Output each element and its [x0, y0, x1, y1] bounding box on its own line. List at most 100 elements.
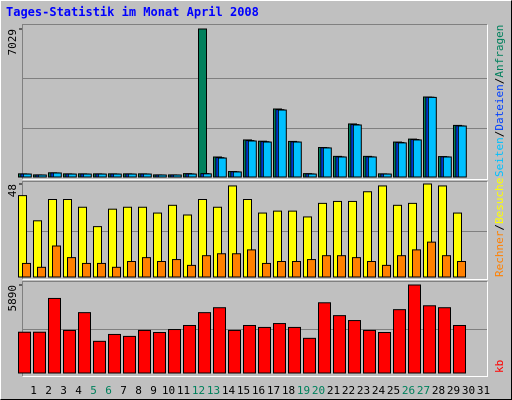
x-tick-label: 16 — [252, 384, 265, 397]
x-tick-label: 28 — [432, 384, 445, 397]
x-tick-label: 12 — [192, 384, 205, 397]
x-tick-label: 22 — [342, 384, 355, 397]
bar — [423, 305, 436, 374]
x-tick-label: 3 — [60, 384, 67, 397]
legend: Rechner/Besuche — [493, 178, 506, 277]
bar — [292, 261, 301, 278]
bar — [382, 264, 391, 278]
bar — [457, 261, 466, 278]
bar — [453, 324, 466, 374]
bar — [378, 185, 387, 278]
panel-bevel-light — [22, 24, 488, 180]
bar — [322, 147, 332, 178]
legend: kb — [493, 360, 506, 373]
x-tick-label: 9 — [150, 384, 157, 397]
chart-title: Tages-Statistik im Monat April 2008 — [6, 5, 259, 19]
legend-separator: / — [493, 224, 506, 231]
legend-separator: / — [493, 78, 506, 85]
bar — [322, 255, 331, 278]
legend-entry: Rechner — [493, 230, 506, 277]
bar — [363, 329, 376, 374]
bar — [348, 320, 361, 374]
x-tick-label: 18 — [282, 384, 295, 397]
bar — [382, 173, 392, 178]
x-tick-label: 31 — [477, 384, 490, 397]
x-tick-label: 13 — [207, 384, 220, 397]
bar — [258, 326, 271, 374]
legend-entry: Seiten — [493, 137, 506, 177]
x-tick-label: 11 — [177, 384, 190, 397]
bar — [112, 266, 121, 278]
bar — [202, 173, 212, 178]
bar — [397, 142, 407, 178]
bar — [123, 335, 136, 374]
bar — [217, 157, 227, 178]
x-tick-label: 19 — [297, 384, 310, 397]
bar — [18, 331, 31, 374]
x-tick-label: 15 — [237, 384, 250, 397]
bar — [172, 259, 181, 278]
panel-bevel-dark — [22, 24, 488, 180]
bar — [153, 332, 166, 374]
x-tick-label: 27 — [417, 384, 430, 397]
bar — [412, 249, 421, 278]
bar — [438, 307, 451, 374]
bar — [67, 173, 77, 178]
legend: Seiten/Dateien/Anfragen — [493, 25, 506, 177]
bar — [318, 302, 331, 374]
bar — [277, 261, 286, 278]
bar — [408, 284, 421, 374]
bar — [427, 241, 436, 278]
x-tick-label: 1 — [30, 384, 37, 397]
bar — [127, 261, 136, 278]
bar — [352, 257, 361, 278]
bar — [52, 245, 61, 278]
x-tick-label: 21 — [327, 384, 340, 397]
bar — [292, 141, 302, 178]
x-tick-label: 14 — [222, 384, 236, 397]
bar — [157, 261, 166, 278]
bar — [367, 156, 377, 178]
bar — [198, 312, 211, 374]
x-tick-label: 24 — [372, 384, 386, 397]
x-tick-label: 25 — [387, 384, 400, 397]
x-tick-label: 26 — [402, 384, 415, 397]
bar — [262, 262, 271, 278]
bar — [337, 255, 346, 278]
bar — [412, 139, 422, 178]
x-tick-label: 7 — [120, 384, 127, 397]
x-tick-label: 20 — [312, 384, 325, 397]
bar — [393, 309, 406, 374]
bar — [93, 340, 106, 374]
bar — [217, 253, 226, 278]
bar — [288, 326, 301, 374]
bar — [82, 262, 91, 278]
x-tick-label: 2 — [45, 384, 52, 397]
x-tick-label: 8 — [135, 384, 142, 397]
legend-entry: Dateien — [493, 84, 506, 130]
bar — [273, 323, 286, 374]
bar — [442, 156, 452, 178]
x-tick-label: 6 — [105, 384, 112, 397]
bar — [378, 332, 391, 374]
bar — [37, 174, 47, 178]
bar — [52, 172, 62, 178]
x-tick-label: 30 — [462, 384, 475, 397]
panel-bevel-light — [22, 281, 488, 377]
bar — [142, 173, 152, 178]
x-tick-label: 5 — [90, 384, 97, 397]
x-tick-label: 4 — [75, 384, 82, 397]
bar — [112, 173, 122, 178]
bar — [78, 312, 91, 374]
legend-entry: kb — [493, 360, 506, 373]
panel-bevel-light — [22, 181, 488, 280]
bar — [243, 324, 256, 374]
bar — [127, 173, 137, 178]
bar — [442, 255, 451, 278]
bar — [63, 329, 76, 374]
legend-entry: Besuche — [493, 178, 506, 224]
bar — [307, 173, 317, 178]
bar — [232, 253, 241, 278]
